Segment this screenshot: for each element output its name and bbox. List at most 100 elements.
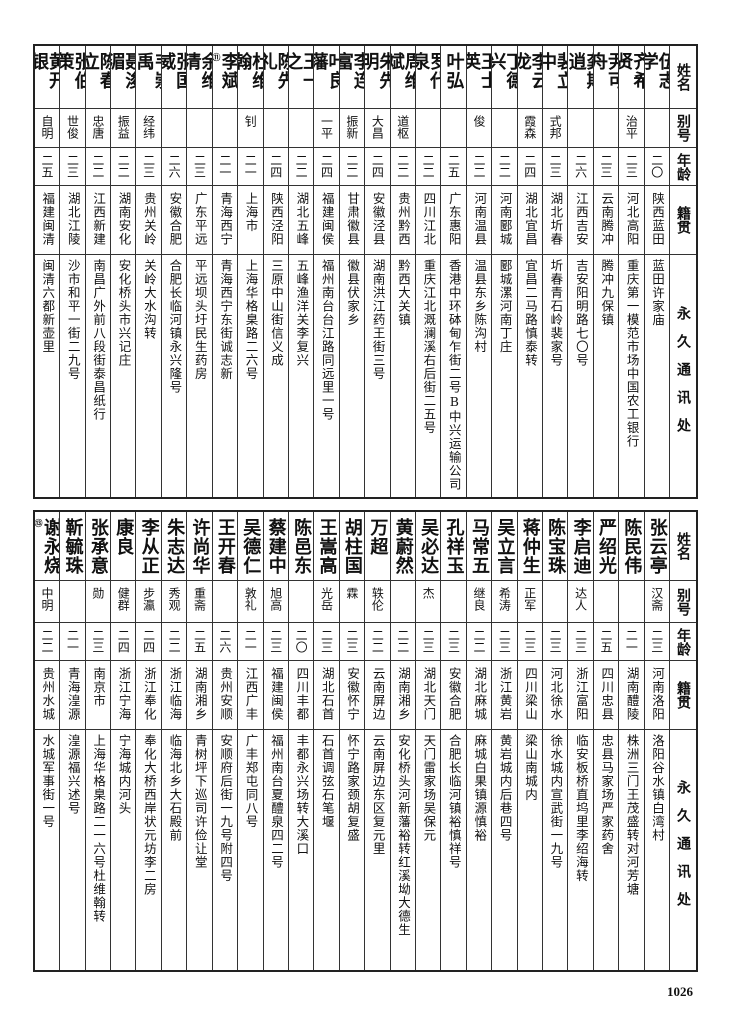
person-column: 陈春立 忠唐 二二 江西新建 南昌广外前八段街泰昌纸行 bbox=[84, 46, 111, 497]
cell-name: 陈邑东 bbox=[288, 512, 314, 581]
person-origin: 湖南醴陵 bbox=[625, 661, 640, 721]
person-age-text: 二三 bbox=[268, 629, 283, 653]
person-age: 二四 bbox=[370, 148, 384, 178]
person-age: 二三 bbox=[421, 623, 435, 653]
person-name: 周维斌 bbox=[391, 46, 415, 108]
header-column: 姓名 别号 年龄 籍贯 永久通讯处 bbox=[669, 46, 696, 497]
person-name-text: 罗代泉 bbox=[415, 52, 441, 90]
person-column: 谢永烧 ⑬ 中明 二二 贵州水城 水城军事街一号 bbox=[34, 512, 60, 970]
person-origin-text: 河北徐水 bbox=[548, 667, 564, 721]
person-age-text: 二二 bbox=[421, 154, 436, 178]
person-alias-text: 钊 bbox=[243, 115, 258, 127]
cell-alias: 希涛 bbox=[492, 581, 517, 623]
person-age: 二三 bbox=[192, 148, 207, 178]
cell-name: 尹可舟 bbox=[593, 46, 619, 109]
person-address: 青海西宁东街诚志新 bbox=[218, 255, 234, 381]
person-age-text: 二二 bbox=[294, 154, 309, 178]
cell-alias: 一平 bbox=[314, 109, 339, 148]
person-alias-text: 健群 bbox=[116, 587, 131, 611]
header-label-name: 姓名 bbox=[675, 532, 691, 560]
cell-origin: 陕西泾阳 bbox=[263, 186, 288, 255]
person-address: 忠县马家场严家药舍 bbox=[599, 730, 614, 856]
person-name: 李从正 bbox=[139, 512, 160, 575]
person-name: 李云龙 bbox=[518, 46, 542, 108]
cell-age: 二三 bbox=[263, 623, 288, 661]
person-age-text: 二六 bbox=[167, 154, 182, 178]
cell-name: 王开春 bbox=[212, 512, 238, 581]
person-origin-text: 湖南安化 bbox=[116, 192, 132, 246]
person-age: 二二 bbox=[294, 148, 309, 178]
person-alias-text: 正军 bbox=[522, 587, 537, 611]
person-age-text: 二二 bbox=[40, 629, 55, 653]
cell-name: 张国威 bbox=[161, 46, 187, 109]
person-name: 叶弘 bbox=[444, 46, 465, 90]
person-column: 靳毓珠 二一 青海湟源 湟源福兴述号 bbox=[59, 512, 85, 970]
cell-name: 张承意 bbox=[85, 512, 111, 581]
person-origin-text: 上海市 bbox=[243, 192, 259, 233]
cell-origin: 湖北圻春 bbox=[542, 186, 568, 255]
person-address-text: 关岭大水沟转 bbox=[141, 259, 157, 340]
person-name: 齐希贤 bbox=[619, 46, 643, 108]
person-address: 广丰郑屯同八号 bbox=[244, 730, 259, 829]
person-name: 余维清 bbox=[187, 46, 211, 108]
person-address-text: 三原中山街信义成 bbox=[268, 259, 284, 367]
person-origin: 青海西宁 bbox=[218, 186, 233, 246]
person-address: 闽清六都新壶里 bbox=[40, 255, 56, 354]
cell-age: 二三 bbox=[85, 623, 111, 661]
cell-alias: 轶伦 bbox=[365, 581, 390, 623]
person-alias: 正军 bbox=[522, 581, 537, 611]
cell-name: 张云亭 bbox=[644, 512, 669, 581]
cell-alias: 忠唐 bbox=[85, 109, 111, 148]
person-address-text: 临安板桥直坞里李绍海转 bbox=[573, 734, 589, 883]
cell-address: 关岭大水沟转 bbox=[136, 255, 160, 497]
person-address-text: 青海西宁东街诚志新 bbox=[218, 259, 234, 381]
cell-alias bbox=[542, 581, 568, 623]
person-name-text: 李启迪 bbox=[570, 518, 592, 575]
cell-age: 二三 bbox=[619, 148, 644, 186]
person-age: 二五 bbox=[192, 623, 206, 653]
cell-name: 朱先明 bbox=[365, 46, 390, 109]
person-age: 二一 bbox=[218, 148, 232, 178]
cell-name: 伍志学 bbox=[644, 46, 669, 109]
person-name: 罗代泉 bbox=[416, 46, 440, 108]
person-name: 蔡建中 bbox=[266, 512, 287, 575]
person-column: 陈邑东 二〇 四川丰都 丰都永兴场转大溪口 bbox=[287, 512, 314, 970]
cell-origin: 广东平远 bbox=[187, 186, 212, 255]
cell-alias bbox=[492, 109, 517, 148]
person-age: 二一 bbox=[624, 623, 638, 653]
cell-age: 二二 bbox=[288, 148, 314, 186]
person-address: 郾城漯河南丁庄 bbox=[498, 255, 513, 354]
header-cell-origin: 籍贯 bbox=[670, 186, 696, 255]
person-name-text: 李斌 bbox=[218, 52, 238, 90]
header-cell-age: 年龄 bbox=[670, 623, 696, 661]
header-cell-origin: 籍贯 bbox=[670, 661, 696, 730]
person-age: 二二 bbox=[91, 148, 105, 178]
cell-address: 三原中山街信义成 bbox=[264, 255, 288, 497]
person-alias: 汉斋 bbox=[650, 581, 664, 611]
cell-age: 二一 bbox=[619, 623, 644, 661]
person-address-text: 腾冲九保镇 bbox=[599, 259, 615, 327]
person-alias-text: 继良 bbox=[471, 587, 486, 611]
person-address-text: 闽清六都新壶里 bbox=[40, 259, 56, 354]
cell-address: 南昌广外前八段街泰昌纸行 bbox=[86, 255, 110, 497]
person-alias-text: 霖 bbox=[344, 587, 359, 599]
cell-origin: 河北高阳 bbox=[619, 186, 644, 255]
cell-address: 上海华格臬路二六号 bbox=[238, 255, 262, 497]
person-column: 黄开银 自明 二五 福建闽清 闽清六都新壶里 bbox=[34, 46, 60, 497]
person-alias-text: 希涛 bbox=[497, 587, 512, 611]
person-column: 聂浚湄 振益 二二 湖南安化 安化桥头市兴记庄 bbox=[110, 46, 136, 497]
person-origin: 湖北圻春 bbox=[548, 186, 564, 246]
cell-alias: 正军 bbox=[517, 581, 542, 623]
cell-alias bbox=[288, 581, 314, 623]
cell-age: 二二 bbox=[339, 148, 365, 186]
person-address-text: 湖南洪江药王街三号 bbox=[370, 259, 386, 381]
person-origin: 贵州水城 bbox=[40, 661, 55, 721]
cell-origin: 四川忠县 bbox=[593, 661, 619, 730]
person-age: 二一 bbox=[243, 148, 257, 178]
person-origin: 云南腾冲 bbox=[599, 186, 614, 246]
header-label-age: 年龄 bbox=[675, 152, 691, 181]
person-origin-text: 湖北圻春 bbox=[548, 192, 564, 246]
person-age-text: 二三 bbox=[192, 154, 207, 178]
cell-name: 蒋仲生 bbox=[517, 512, 542, 581]
person-age: 二六 bbox=[218, 623, 232, 653]
